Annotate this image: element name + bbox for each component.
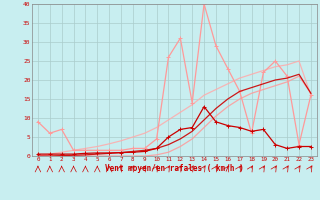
X-axis label: Vent moyen/en rafales ( km/h ): Vent moyen/en rafales ( km/h ) — [105, 164, 244, 173]
